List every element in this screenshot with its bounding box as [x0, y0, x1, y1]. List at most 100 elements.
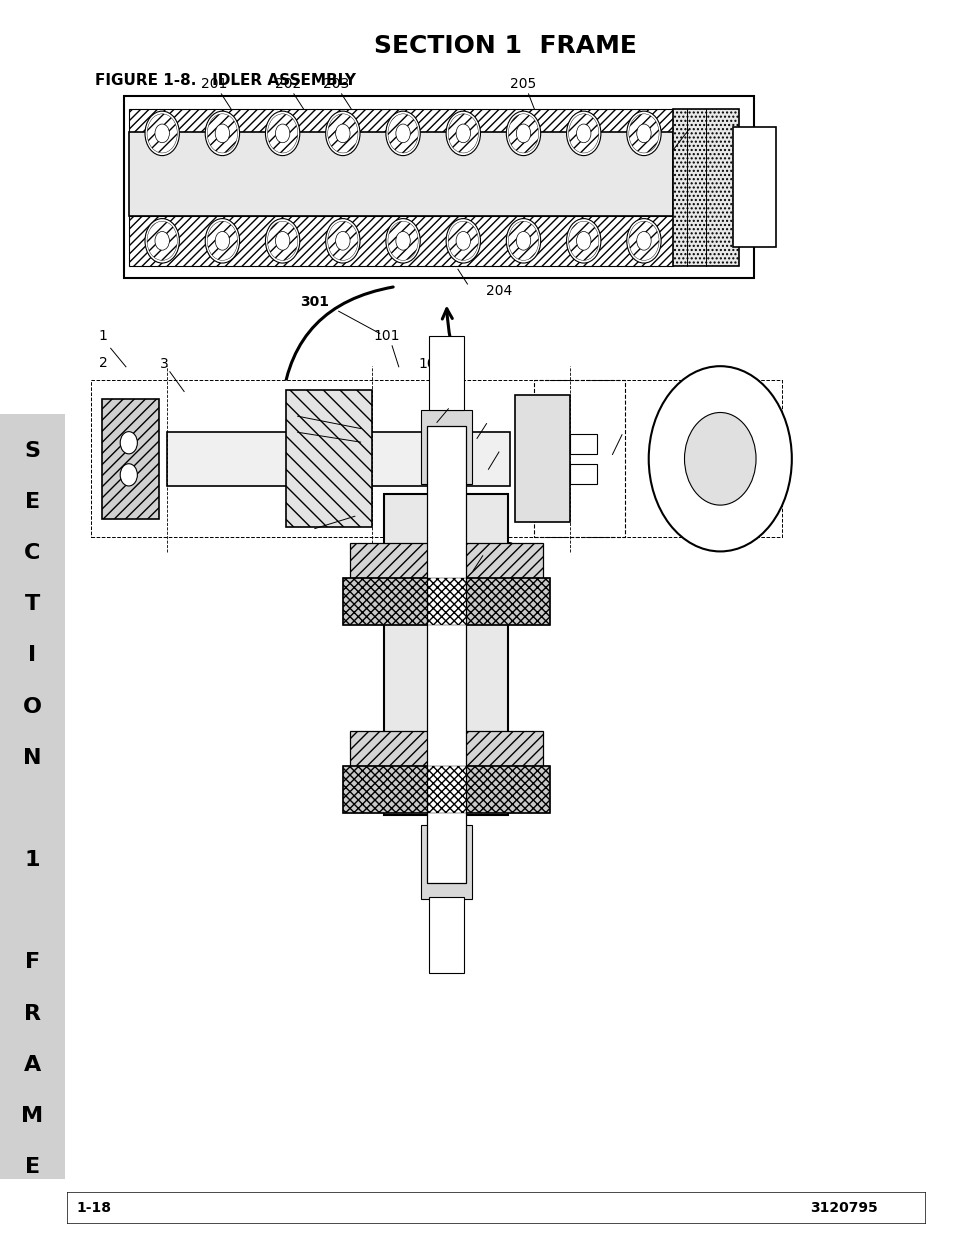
Bar	[570, 435, 597, 454]
FancyBboxPatch shape	[0, 414, 65, 1179]
Bar	[129, 109, 672, 158]
Circle shape	[275, 124, 290, 143]
Circle shape	[205, 111, 239, 156]
Text: 2: 2	[98, 356, 108, 369]
Circle shape	[636, 124, 651, 143]
Circle shape	[683, 412, 755, 505]
Circle shape	[648, 366, 791, 551]
Circle shape	[120, 432, 137, 454]
Circle shape	[385, 111, 420, 156]
Bar	[534, 380, 624, 537]
Circle shape	[566, 219, 600, 263]
Text: FIGURE 1-8.   IDLER ASSEMBLY: FIGURE 1-8. IDLER ASSEMBLY	[95, 73, 356, 88]
Text: 303: 303	[255, 403, 284, 416]
Text: S: S	[25, 441, 40, 461]
Bar	[342, 578, 550, 625]
Bar	[124, 96, 753, 278]
Text: C: C	[24, 543, 41, 563]
Text: SECTION 1  FRAME: SECTION 1 FRAME	[374, 33, 637, 58]
Circle shape	[325, 219, 359, 263]
Text: 1: 1	[25, 850, 40, 871]
Bar	[350, 543, 542, 578]
Circle shape	[335, 231, 350, 251]
Text: 302: 302	[274, 520, 303, 534]
Text: I: I	[29, 646, 36, 666]
Circle shape	[205, 219, 239, 263]
Text: 201: 201	[201, 78, 228, 91]
Text: 203: 203	[322, 78, 349, 91]
Bar	[732, 127, 775, 247]
Text: 205: 205	[509, 78, 536, 91]
Text: 1-18: 1-18	[76, 1200, 112, 1215]
Text: R: R	[24, 1004, 41, 1024]
Text: E: E	[25, 1157, 40, 1177]
Circle shape	[576, 231, 590, 251]
Text: 3: 3	[159, 357, 169, 370]
Circle shape	[215, 231, 230, 251]
Text: O: O	[23, 697, 42, 716]
Circle shape	[395, 231, 410, 251]
Circle shape	[145, 111, 179, 156]
Text: A: A	[24, 1055, 41, 1074]
Text: 206: 206	[691, 119, 718, 133]
Text: E: E	[25, 492, 40, 513]
Circle shape	[395, 124, 410, 143]
Bar	[428, 897, 464, 973]
Circle shape	[516, 124, 530, 143]
Text: 103: 103	[616, 441, 642, 454]
Text: M: M	[21, 1105, 44, 1126]
Circle shape	[145, 219, 179, 263]
Text: 301: 301	[300, 295, 329, 309]
Text: 306: 306	[488, 409, 517, 422]
Bar	[428, 336, 464, 410]
Text: 307: 307	[500, 437, 529, 451]
Bar	[286, 390, 372, 527]
Circle shape	[516, 231, 530, 251]
Bar	[129, 132, 672, 216]
Text: F: F	[25, 952, 40, 972]
Text: T: T	[25, 594, 40, 614]
Bar	[342, 766, 550, 813]
Circle shape	[385, 219, 420, 263]
Text: 1: 1	[98, 330, 108, 343]
Bar	[426, 426, 466, 883]
Circle shape	[506, 111, 540, 156]
Bar	[420, 410, 472, 484]
Text: 204: 204	[485, 284, 512, 298]
Text: 308: 308	[484, 541, 513, 555]
Circle shape	[636, 231, 651, 251]
Bar	[420, 825, 472, 899]
Circle shape	[626, 219, 660, 263]
Bar	[102, 399, 159, 519]
Circle shape	[275, 231, 290, 251]
Text: 102: 102	[417, 357, 444, 370]
Bar	[515, 395, 570, 522]
Circle shape	[325, 111, 359, 156]
Text: 304: 304	[255, 419, 284, 432]
Circle shape	[265, 111, 299, 156]
Text: 3120795: 3120795	[809, 1200, 877, 1215]
Circle shape	[215, 124, 230, 143]
Circle shape	[446, 219, 480, 263]
Circle shape	[626, 111, 660, 156]
Text: 304: 304	[448, 394, 476, 408]
Bar	[129, 216, 672, 266]
Text: 4: 4	[613, 416, 622, 430]
Bar	[342, 766, 550, 813]
Bar	[167, 432, 510, 487]
Circle shape	[154, 231, 170, 251]
Text: 202: 202	[274, 78, 301, 91]
Bar	[91, 380, 781, 537]
Circle shape	[456, 124, 470, 143]
Circle shape	[446, 111, 480, 156]
Bar	[350, 731, 542, 766]
Bar	[384, 494, 508, 815]
Circle shape	[456, 231, 470, 251]
Bar	[570, 464, 597, 484]
Circle shape	[120, 464, 137, 487]
Text: N: N	[23, 747, 42, 768]
Text: 101: 101	[373, 330, 399, 343]
Circle shape	[506, 219, 540, 263]
Circle shape	[566, 111, 600, 156]
Text: 304: 304	[438, 535, 467, 548]
